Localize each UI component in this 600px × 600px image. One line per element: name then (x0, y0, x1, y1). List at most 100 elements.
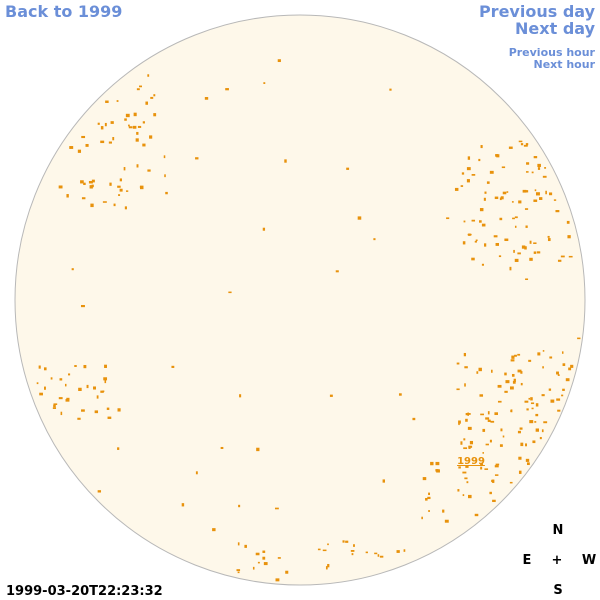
star-mark (262, 550, 266, 553)
star-mark (463, 220, 466, 223)
star-mark (350, 550, 355, 552)
star-mark (524, 400, 529, 403)
star-mark (60, 411, 63, 416)
star-mark (105, 100, 109, 103)
star-mark (100, 390, 104, 393)
star-mark (228, 291, 232, 294)
star-mark (81, 135, 86, 139)
star-mark (577, 337, 581, 340)
star-mark (464, 366, 468, 369)
star-mark (520, 143, 524, 146)
compass-center: + (552, 553, 563, 568)
star-mark (557, 409, 561, 412)
star-mark (133, 112, 137, 117)
star-mark (83, 364, 87, 369)
star-mark (543, 421, 548, 424)
star-mark (444, 519, 449, 523)
star-mark (500, 428, 503, 432)
star-mark (150, 96, 154, 99)
star-mark (528, 397, 531, 400)
star-mark (520, 442, 524, 447)
star-mark (403, 549, 406, 552)
previous-day-link[interactable]: Previous day (479, 2, 596, 21)
star-mark (212, 528, 216, 532)
star-mark (139, 85, 142, 88)
star-mark (468, 413, 471, 415)
star-mark (124, 206, 127, 210)
star-mark (88, 180, 93, 184)
star-mark (237, 571, 240, 574)
star-mark (365, 551, 368, 554)
star-mark (377, 554, 380, 557)
star-mark (567, 235, 571, 239)
star-mark (456, 388, 460, 391)
star-mark (547, 238, 551, 242)
star-mark (128, 126, 133, 129)
star-mark (94, 410, 99, 414)
star-mark (103, 377, 108, 381)
star-mark (81, 197, 86, 200)
marker-label[interactable]: 1999 (457, 456, 485, 467)
back-link[interactable]: Back to 1999 (5, 2, 122, 21)
star-mark (466, 179, 470, 183)
star-mark (475, 239, 478, 242)
star-mark (535, 413, 539, 417)
star-mark (317, 548, 321, 551)
star-mark (117, 185, 121, 188)
star-mark (518, 140, 523, 143)
star-mark (457, 489, 460, 492)
star-mark (462, 241, 466, 245)
star-mark (529, 257, 533, 261)
next-hour-link[interactable]: Next hour (534, 58, 596, 71)
star-mark (171, 365, 175, 368)
star-mark (565, 378, 570, 382)
star-mark (561, 394, 564, 397)
star-mark (511, 201, 514, 203)
star-mark (147, 169, 151, 172)
star-mark (442, 509, 445, 513)
star-mark (262, 556, 266, 560)
star-mark (549, 356, 553, 359)
star-mark (471, 174, 476, 176)
star-mark (100, 126, 104, 130)
star-mark (147, 74, 150, 77)
star-mark (136, 88, 140, 91)
star-mark (462, 471, 467, 474)
star-mark (69, 146, 74, 149)
star-mark (544, 167, 547, 169)
star-mark (71, 268, 74, 271)
star-mark (454, 187, 459, 191)
star-mark (145, 101, 149, 105)
star-mark (535, 192, 540, 196)
star-mark (335, 270, 339, 273)
star-mark (478, 367, 482, 372)
star-mark (351, 553, 354, 556)
star-mark (542, 350, 545, 352)
star-mark (263, 562, 268, 566)
star-mark (430, 461, 434, 466)
star-mark (502, 191, 507, 195)
star-mark (458, 422, 460, 426)
star-mark (509, 481, 513, 484)
timestamp: 1999-03-20T22:23:32 (6, 584, 163, 599)
star-mark (164, 174, 166, 178)
star-mark (100, 140, 105, 144)
star-mark (357, 216, 362, 220)
star-mark (463, 438, 466, 441)
star-mark (562, 363, 566, 366)
star-mark (525, 458, 530, 462)
star-mark (398, 393, 402, 396)
star-mark (389, 88, 392, 91)
star-mark (225, 88, 229, 91)
star-mark (78, 387, 82, 392)
next-day-link[interactable]: Next day (515, 19, 596, 38)
previous-hour-link[interactable]: Previous hour (509, 46, 596, 59)
star-mark (90, 203, 94, 208)
star-mark (53, 404, 56, 408)
star-mark (322, 549, 327, 552)
star-mark (113, 203, 116, 207)
star-mark (85, 143, 89, 147)
star-mark (110, 121, 114, 124)
star-mark (561, 351, 564, 354)
star-mark (125, 190, 129, 192)
